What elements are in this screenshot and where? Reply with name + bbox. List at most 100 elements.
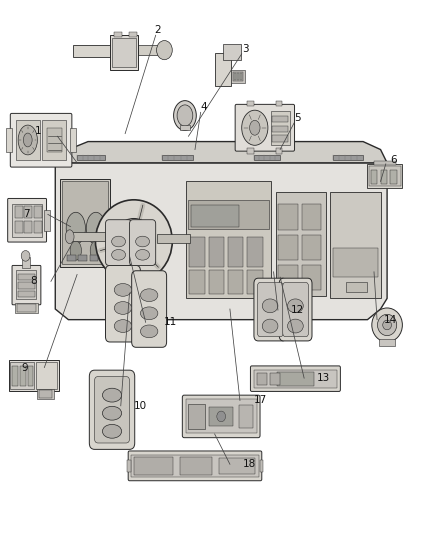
Bar [231,70,245,83]
Ellipse shape [95,200,172,282]
Bar [228,270,244,294]
Bar [209,407,233,426]
Ellipse shape [217,411,226,422]
Text: 17: 17 [254,395,267,406]
Bar [272,116,288,123]
Bar [254,155,280,160]
Bar [272,135,288,142]
Bar [276,149,283,154]
Ellipse shape [136,249,150,260]
Bar [379,339,395,346]
Bar [112,38,136,67]
Bar [14,206,22,218]
Bar [34,206,42,218]
Text: 10: 10 [134,401,147,411]
Text: 18: 18 [243,459,256,469]
Bar [271,111,290,146]
Bar [12,204,42,237]
Bar [131,455,259,477]
Text: 14: 14 [384,314,397,325]
Bar [162,155,193,160]
Bar [42,120,66,160]
Bar [188,200,269,229]
Bar [138,45,164,55]
FancyBboxPatch shape [258,282,283,337]
Bar [189,237,205,266]
Bar [17,304,35,312]
Bar [228,237,244,266]
Ellipse shape [288,319,303,333]
Bar [223,44,241,60]
Ellipse shape [114,302,132,314]
Bar [381,170,387,183]
Text: 6: 6 [390,155,397,165]
Bar [110,251,158,298]
Bar [110,35,138,70]
Bar [270,373,280,384]
Ellipse shape [262,319,278,333]
Bar [247,270,263,294]
FancyBboxPatch shape [12,265,41,305]
Bar [16,120,40,160]
Ellipse shape [173,101,196,131]
Bar [46,128,62,152]
Bar [14,221,22,233]
Bar [180,457,212,475]
Bar [130,31,138,37]
Bar [73,45,127,56]
FancyBboxPatch shape [283,282,308,337]
Bar [208,270,224,294]
Ellipse shape [18,125,37,155]
Bar [44,210,50,231]
Bar [301,265,321,290]
Bar [332,155,363,160]
Ellipse shape [114,320,132,333]
Bar [367,164,403,188]
Bar [346,282,367,292]
Bar [254,369,337,387]
Bar [157,234,190,243]
Bar [62,181,108,264]
Bar [35,362,57,389]
FancyBboxPatch shape [11,114,72,167]
Bar [70,128,76,152]
Bar [279,235,298,260]
Bar [101,255,110,261]
Bar [260,460,263,472]
Bar [247,149,254,154]
Bar [77,155,106,160]
Bar [11,362,34,389]
Bar [14,303,38,313]
Bar [60,179,110,266]
Bar [330,192,381,298]
Bar [279,204,298,230]
Ellipse shape [113,219,155,263]
Bar [78,255,87,261]
FancyBboxPatch shape [254,278,287,341]
Bar [39,390,52,398]
Polygon shape [55,142,387,163]
Ellipse shape [141,307,158,320]
FancyBboxPatch shape [279,278,312,341]
Bar [127,460,131,472]
Bar [277,372,314,385]
Ellipse shape [372,308,403,342]
FancyBboxPatch shape [89,370,135,449]
Bar [247,237,263,266]
Bar [180,125,190,130]
FancyBboxPatch shape [251,366,340,391]
Ellipse shape [21,251,30,261]
Ellipse shape [90,241,102,260]
Bar [37,389,54,399]
Bar [276,101,283,106]
Bar [390,170,397,183]
Ellipse shape [86,212,106,244]
Text: 5: 5 [294,112,301,123]
Bar [34,221,42,233]
Bar [16,270,36,300]
Bar [301,235,321,260]
Bar [90,255,99,261]
Bar [191,205,239,227]
Bar [279,265,298,290]
Ellipse shape [114,284,132,296]
